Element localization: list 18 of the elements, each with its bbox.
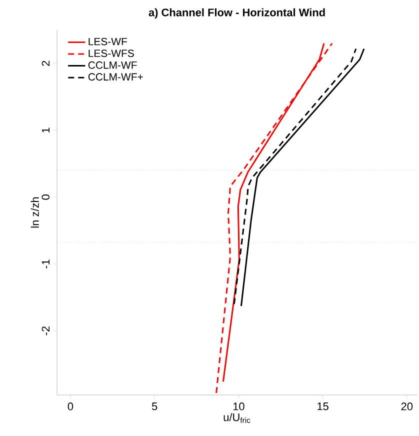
chart-title: a) Channel Flow - Horizontal Wind: [148, 8, 325, 18]
x-tick-label: 0: [68, 402, 74, 410]
y-tick-label: 2: [42, 60, 50, 66]
x-tick-label: 20: [401, 402, 413, 410]
legend-label: CCLM-WF: [88, 61, 137, 69]
y-tick-label: 1: [42, 128, 50, 132]
x-tick-label: 10: [233, 402, 244, 410]
x-tick-label: 5: [152, 402, 158, 410]
y-tick-label: -2: [42, 326, 50, 336]
line-series: [216, 42, 333, 394]
x-axis-title: u/U$_{fric}$: [224, 413, 250, 423]
y-axis-title: ln z/zh: [30, 197, 39, 228]
x-tick-label: 15: [318, 402, 328, 410]
y-tick-label: 0: [42, 194, 50, 200]
legend-label: LES-WFS: [88, 50, 134, 58]
y-tick-label: -1: [42, 260, 50, 268]
legend-label: CCLM-WF+: [88, 73, 143, 81]
legend-label: LES-WF: [88, 38, 127, 46]
